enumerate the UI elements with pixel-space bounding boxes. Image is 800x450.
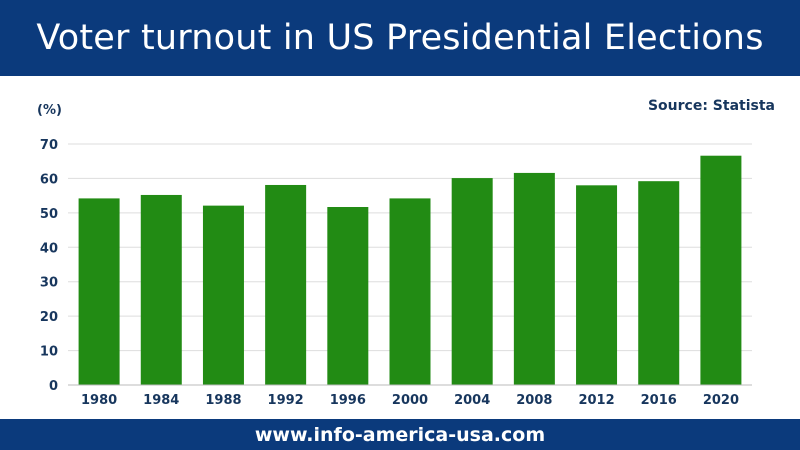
x-tick-label: 2016 <box>641 393 677 408</box>
y-axis-label: (%) <box>37 103 62 118</box>
x-tick-label: 1984 <box>143 393 179 408</box>
bar-1992 <box>265 184 307 385</box>
y-tick-labels: 0 10 20 30 40 50 60 70 <box>40 138 58 394</box>
x-tick-label: 2000 <box>392 393 428 408</box>
x-tick-labels: 1980 1984 1988 1992 1996 2000 2004 2008 2012 2016… <box>81 393 739 408</box>
bar-1984 <box>140 194 182 385</box>
y-tick-label: 50 <box>40 207 58 222</box>
chart-title: Voter turnout in US Presidential Electio… <box>36 18 764 58</box>
footer-banner: www.info-america-usa.com <box>0 419 800 450</box>
x-tick-label: 1988 <box>205 393 241 408</box>
footer-url[interactable]: www.info-america-usa.com <box>254 423 546 446</box>
bar-2020 <box>700 155 742 385</box>
bar-2016 <box>638 181 680 385</box>
x-tick-label: 2020 <box>703 393 739 408</box>
y-tick-label: 10 <box>40 345 58 360</box>
x-tick-label: 1992 <box>268 393 304 408</box>
y-tick-label: 20 <box>40 310 58 325</box>
y-tick-label: 0 <box>49 379 58 394</box>
bar-2008 <box>513 172 555 385</box>
y-tick-label: 60 <box>40 172 58 187</box>
y-tick-label: 40 <box>40 241 58 256</box>
x-tick-label: 1980 <box>81 393 117 408</box>
x-tick-label: 2004 <box>454 393 490 408</box>
bar-1988 <box>202 205 244 385</box>
x-tick-label: 2012 <box>578 393 614 408</box>
bar-2000 <box>389 198 431 385</box>
y-tick-label: 70 <box>40 138 58 153</box>
bar-1996 <box>327 207 369 385</box>
x-tick-label: 2008 <box>516 393 552 408</box>
x-tick-label: 1996 <box>330 393 366 408</box>
bar-2004 <box>451 178 493 385</box>
y-tick-label: 30 <box>40 276 58 291</box>
source-label: Source: Statista <box>647 98 775 114</box>
bar-1980 <box>78 198 120 385</box>
bars <box>78 155 742 385</box>
bar-2012 <box>576 185 618 385</box>
chart-title-banner: Voter turnout in US Presidential Electio… <box>0 0 800 76</box>
